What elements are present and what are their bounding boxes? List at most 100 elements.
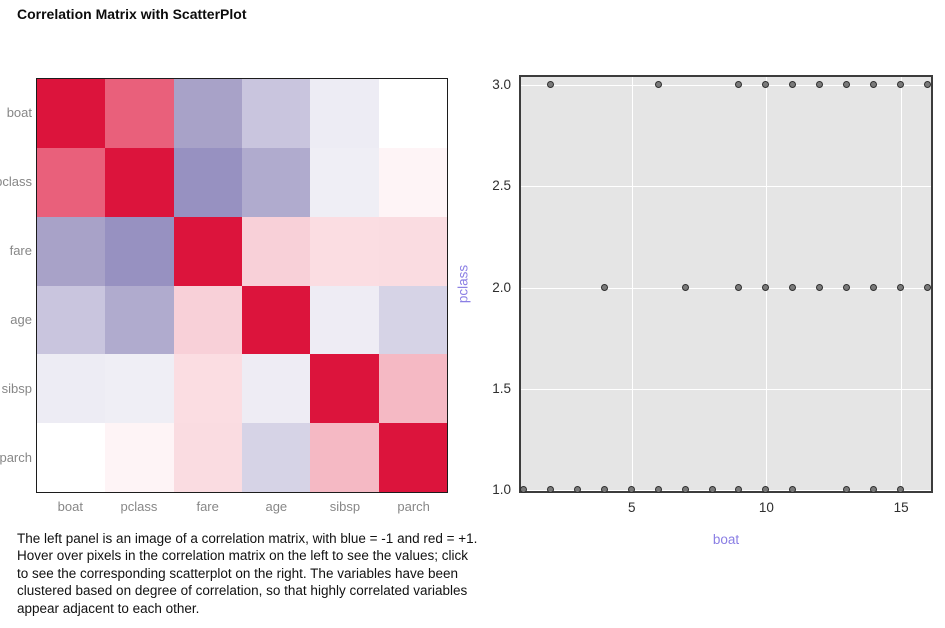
matrix-cell-parch-boat[interactable] <box>37 423 106 492</box>
scatter-point <box>735 283 743 291</box>
matrix-cell-parch-fare[interactable] <box>173 423 242 492</box>
matrix-cell-boat-pclass[interactable] <box>105 79 174 148</box>
y-tick-label-2.5: 2.5 <box>492 178 511 194</box>
matrix-cell-boat-parch[interactable] <box>378 79 447 148</box>
matrix-cell-boat-age[interactable] <box>242 79 311 148</box>
scatter-point <box>816 81 824 89</box>
scatter-point <box>654 81 662 89</box>
scatter-point <box>600 283 608 291</box>
y-gridline-2 <box>521 287 931 289</box>
matrix-col-label-sibsp: sibsp <box>329 499 361 514</box>
matrix-cell-age-boat[interactable] <box>37 285 106 355</box>
matrix-cell-age-fare[interactable] <box>173 285 242 355</box>
matrix-row-label-boat: boat <box>6 104 32 120</box>
scatter-point <box>573 485 581 493</box>
y-gridline-1 <box>521 489 931 491</box>
scatter-point <box>735 485 743 493</box>
scatter-point <box>843 81 851 89</box>
matrix-col-label-pclass: pclass <box>120 499 158 514</box>
matrix-row-label-fare: fare <box>9 242 32 258</box>
matrix-cell-age-sibsp[interactable] <box>310 285 379 355</box>
y-tick-label-1.5: 1.5 <box>492 380 511 396</box>
scatter-point <box>843 283 851 291</box>
matrix-row-label-parch: parch <box>0 450 32 466</box>
scatter-point <box>762 283 770 291</box>
matrix-cell-fare-boat[interactable] <box>37 216 106 286</box>
matrix-cell-pclass-pclass[interactable] <box>105 147 174 217</box>
scatter-point <box>546 81 554 89</box>
matrix-cell-fare-pclass[interactable] <box>105 216 174 286</box>
matrix-cell-parch-parch[interactable] <box>378 423 447 492</box>
scatter-point <box>546 485 554 493</box>
matrix-cell-fare-fare[interactable] <box>173 216 242 286</box>
scatter-point <box>762 81 770 89</box>
matrix-cell-sibsp-fare[interactable] <box>173 354 242 424</box>
matrix-cell-pclass-fare[interactable] <box>173 147 242 217</box>
matrix-cell-pclass-age[interactable] <box>242 147 311 217</box>
scatter-point <box>924 81 932 89</box>
matrix-row-label-age: age <box>10 312 32 328</box>
x-gridline-5 <box>631 77 633 491</box>
matrix-cell-age-age[interactable] <box>242 285 311 355</box>
scatter-point <box>897 81 905 89</box>
scatter-point <box>816 283 824 291</box>
scatter-point <box>897 485 905 493</box>
scatter-point <box>924 283 932 291</box>
y-axis-label: pclass <box>455 264 471 304</box>
scatter-point <box>735 81 743 89</box>
matrix-cell-sibsp-pclass[interactable] <box>105 354 174 424</box>
matrix-cell-age-parch[interactable] <box>378 285 447 355</box>
scatter-point <box>762 485 770 493</box>
scatter-point <box>708 485 716 493</box>
correlation-matrix[interactable] <box>36 78 448 493</box>
matrix-cell-boat-boat[interactable] <box>37 79 106 148</box>
scatter-point <box>789 485 797 493</box>
matrix-cell-pclass-parch[interactable] <box>378 147 447 217</box>
scatter-point <box>789 81 797 89</box>
scatter-point <box>654 485 662 493</box>
y-tick-label-3.0: 3.0 <box>492 77 511 93</box>
scatter-point <box>519 485 527 493</box>
scatter-point <box>627 485 635 493</box>
matrix-cell-fare-parch[interactable] <box>378 216 447 286</box>
matrix-cell-boat-sibsp[interactable] <box>310 79 379 148</box>
y-gridline-2.5 <box>521 186 931 188</box>
matrix-cell-sibsp-boat[interactable] <box>37 354 106 424</box>
scatter-point <box>870 283 878 291</box>
y-tick-label-1.0: 1.0 <box>492 481 511 497</box>
matrix-cell-sibsp-sibsp[interactable] <box>310 354 379 424</box>
matrix-col-label-fare: fare <box>196 499 219 514</box>
y-tick-label-2.0: 2.0 <box>492 279 511 295</box>
matrix-cell-parch-pclass[interactable] <box>105 423 174 492</box>
scatter-point <box>600 485 608 493</box>
scatter-point <box>870 485 878 493</box>
matrix-cell-age-pclass[interactable] <box>105 285 174 355</box>
scatter-point <box>897 283 905 291</box>
x-axis-label: boat <box>712 532 740 547</box>
scatter-point <box>789 283 797 291</box>
matrix-row-label-sibsp: sibsp <box>1 381 32 397</box>
scatter-point <box>681 283 689 291</box>
matrix-cell-fare-age[interactable] <box>242 216 311 286</box>
matrix-cell-boat-fare[interactable] <box>173 79 242 148</box>
y-gridline-3 <box>521 85 931 87</box>
x-tick-label-5: 5 <box>627 500 636 515</box>
matrix-cell-pclass-boat[interactable] <box>37 147 106 217</box>
y-gridline-1.5 <box>521 388 931 390</box>
matrix-cell-sibsp-age[interactable] <box>242 354 311 424</box>
x-tick-label-15: 15 <box>893 500 909 515</box>
matrix-cell-parch-age[interactable] <box>242 423 311 492</box>
matrix-cell-sibsp-parch[interactable] <box>378 354 447 424</box>
x-tick-label-10: 10 <box>758 500 774 515</box>
page-title: Correlation Matrix with ScatterPlot <box>17 6 247 22</box>
scatter-point <box>681 485 689 493</box>
scatter-plot-area <box>519 75 933 493</box>
scatter-point <box>870 81 878 89</box>
matrix-cell-fare-sibsp[interactable] <box>310 216 379 286</box>
matrix-col-label-parch: parch <box>397 499 430 514</box>
matrix-cell-pclass-sibsp[interactable] <box>310 147 379 217</box>
matrix-cell-parch-sibsp[interactable] <box>310 423 379 492</box>
description-text: The left panel is an image of a correlat… <box>17 531 478 616</box>
matrix-col-label-boat: boat <box>57 499 83 514</box>
matrix-col-label-age: age <box>265 499 288 514</box>
